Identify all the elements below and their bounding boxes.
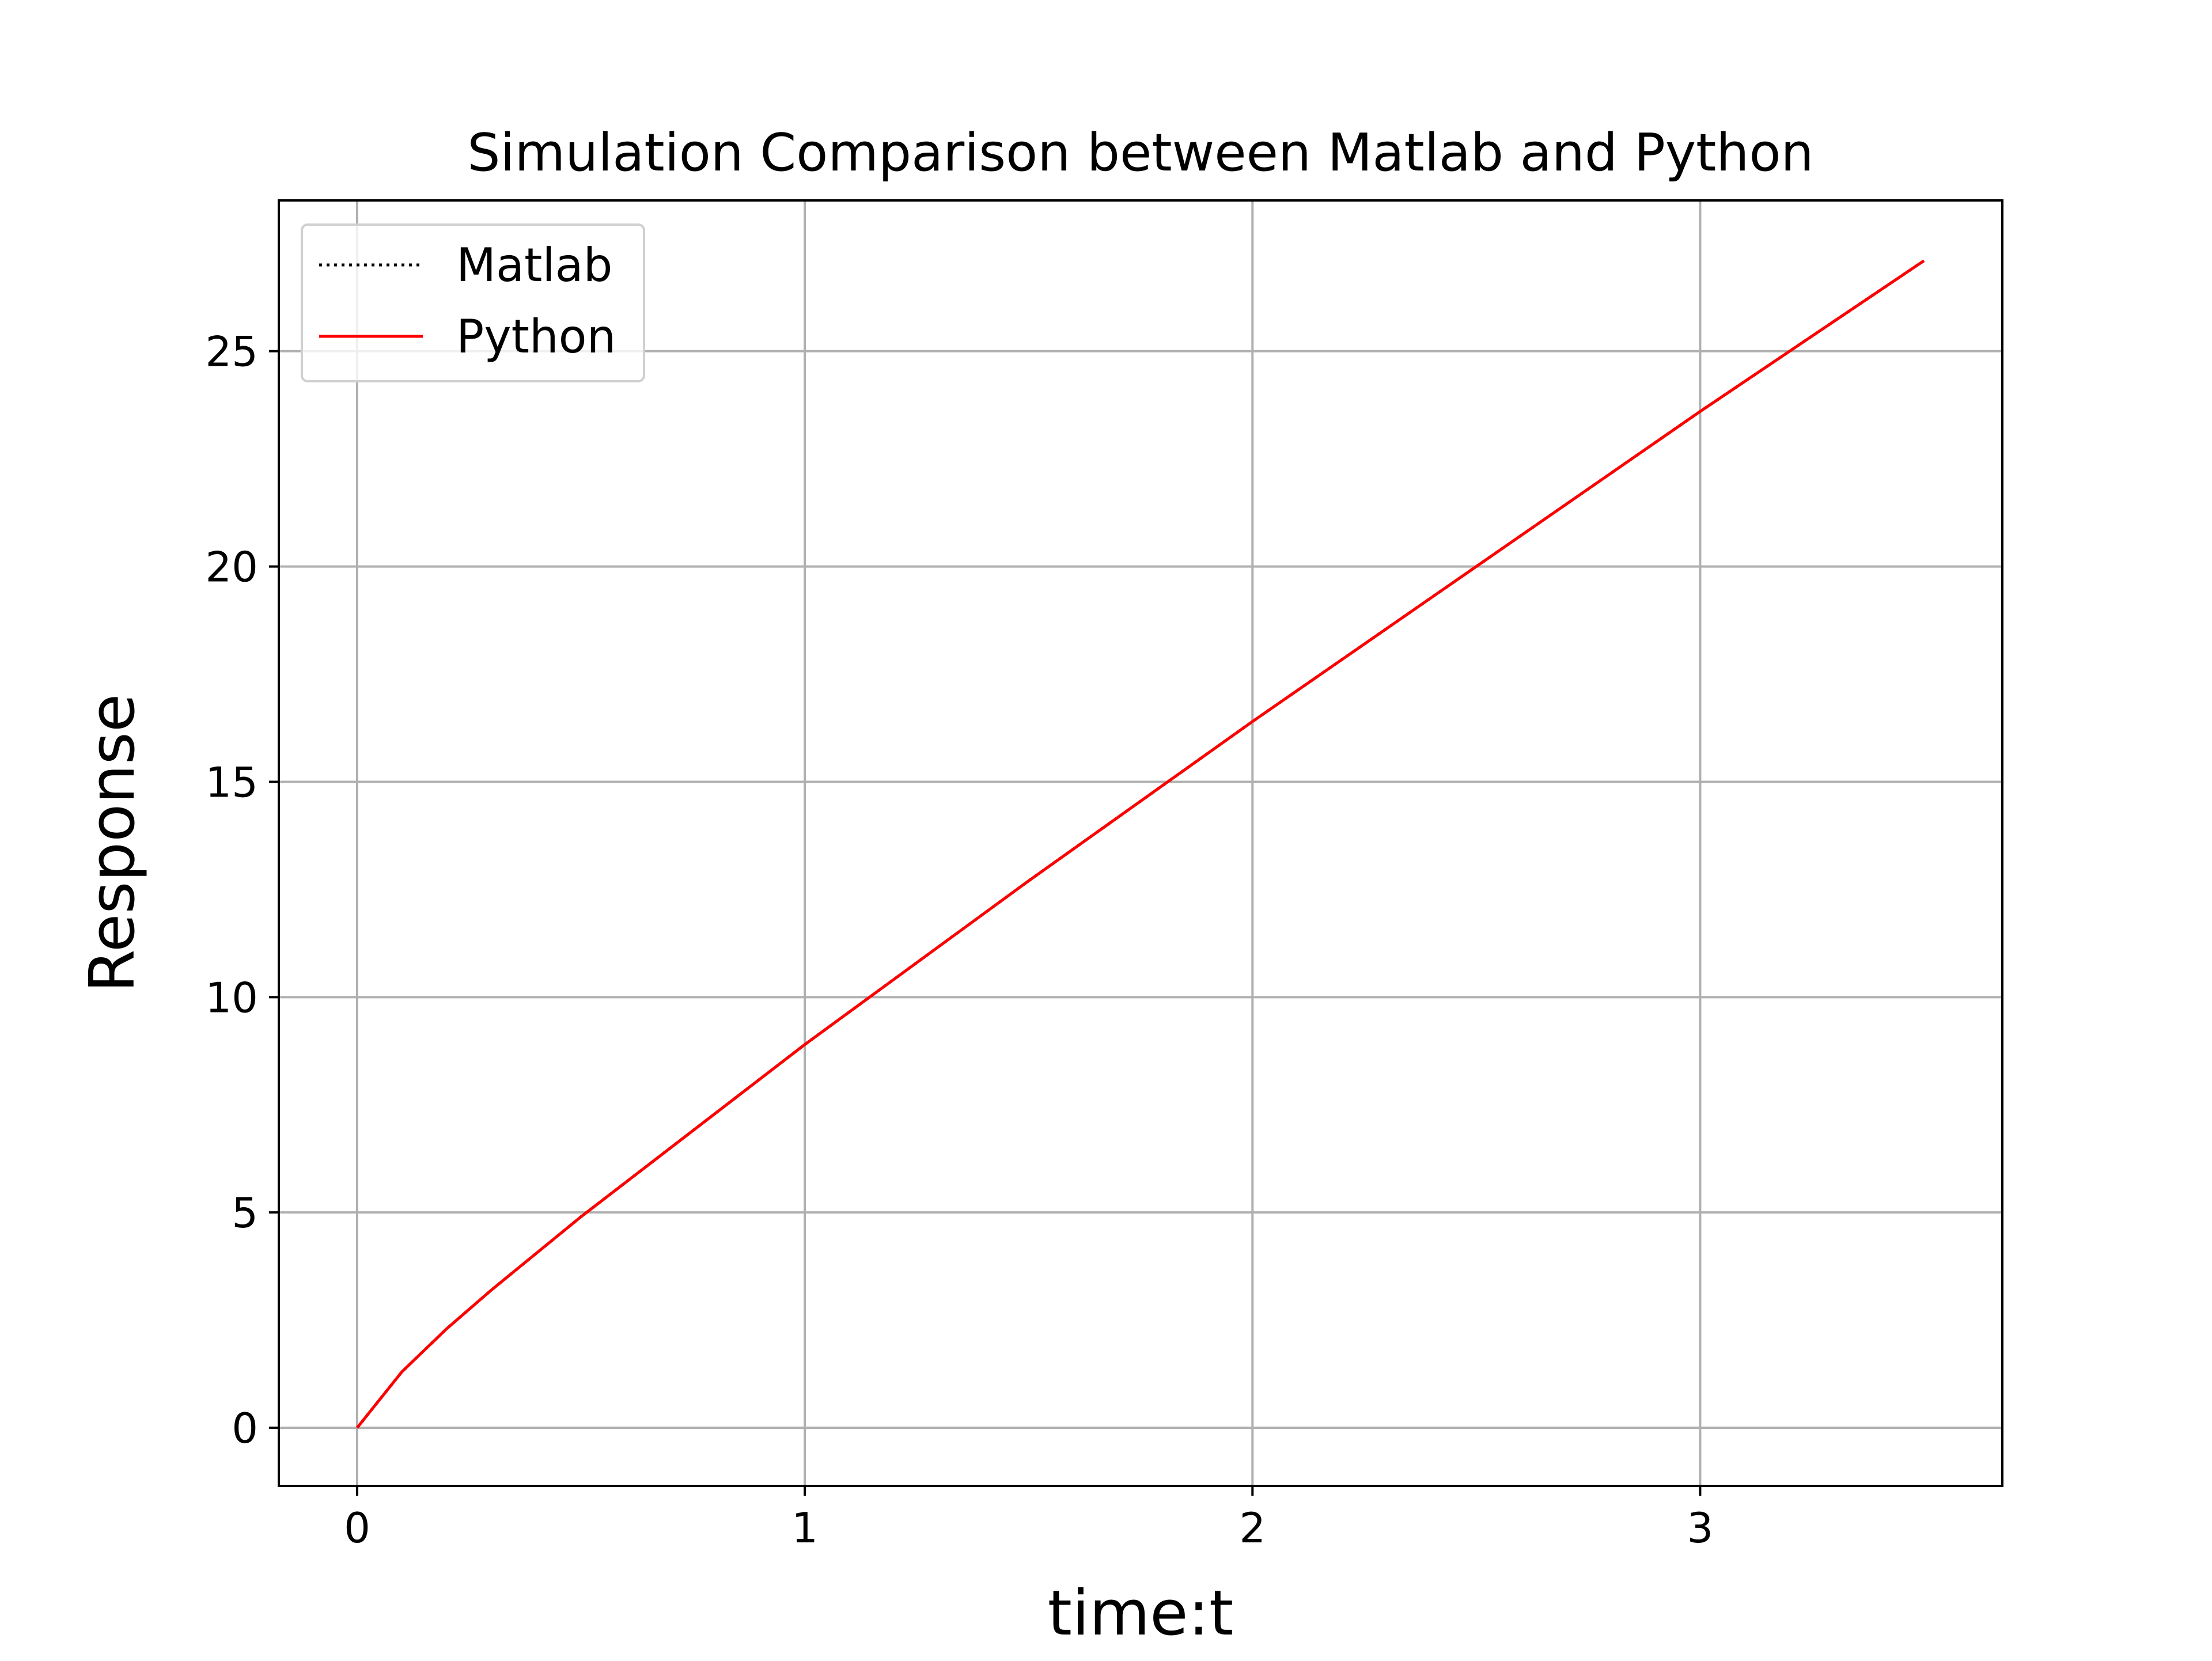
x-tick-label: 3 xyxy=(1687,1504,1714,1552)
legend-label-matlab: Matlab xyxy=(456,238,612,292)
chart-title: Simulation Comparison between Matlab and… xyxy=(467,123,1813,183)
x-tick-label: 0 xyxy=(344,1504,370,1552)
legend: Matlab Python xyxy=(301,223,645,382)
y-axis-label: Response xyxy=(77,694,149,993)
y-tick-label: 25 xyxy=(205,328,258,376)
series-layer xyxy=(356,259,1925,1429)
plot-frame xyxy=(278,199,2003,1487)
x-tick-label: 2 xyxy=(1239,1504,1266,1552)
x-axis-label: time:t xyxy=(1048,1577,1234,1649)
y-tick-label: 20 xyxy=(205,543,258,591)
grid-layer xyxy=(279,200,2002,1486)
y-tick-label: 5 xyxy=(232,1189,258,1237)
y-tick-label: 0 xyxy=(232,1404,258,1453)
x-tick-label: 1 xyxy=(791,1504,818,1552)
y-tick-label: 15 xyxy=(205,758,258,806)
series-line-python xyxy=(356,259,1925,1429)
y-tick-label: 10 xyxy=(205,973,258,1022)
tick-layer: 0 1 2 3 0 5 10 15 20 25 xyxy=(205,328,1713,1552)
legend-label-python: Python xyxy=(456,310,616,363)
